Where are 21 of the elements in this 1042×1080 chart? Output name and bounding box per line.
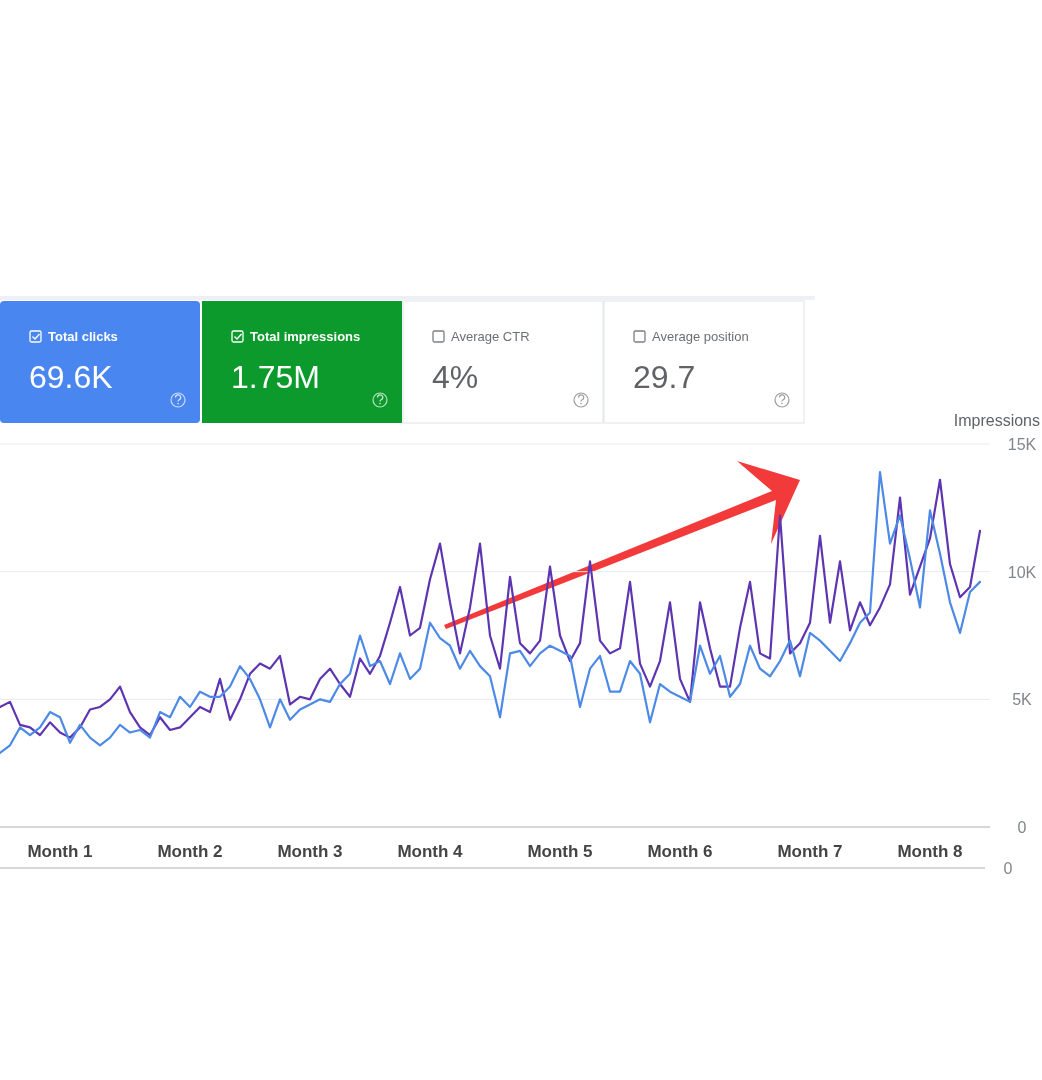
y-tick-label: 0	[1017, 819, 1027, 836]
text: Total clicks	[48, 329, 118, 344]
x-tick-label: Month 3	[277, 842, 343, 861]
y-tick-label: 10K	[1007, 563, 1037, 581]
y-axis-title: Impressions	[953, 412, 1040, 429]
text: 29.7	[633, 359, 696, 395]
y-tick-label: 5K	[1012, 691, 1033, 709]
x-tick-label: Month 6	[647, 842, 713, 861]
text: 69.6K	[29, 359, 113, 395]
x-tick-label: Month 2	[157, 842, 223, 861]
y-tick-label: 15K	[1007, 436, 1037, 453]
x-tick-label: Month 1	[27, 842, 93, 861]
x-tick-label: Month 5	[527, 842, 593, 861]
text: 4%	[432, 359, 479, 395]
x-tick-label: Month 8	[897, 842, 963, 861]
text: 1.75M	[231, 359, 320, 395]
x-tick-label: Month 7	[777, 842, 843, 861]
text: Total impressions	[250, 329, 361, 344]
text: Average position	[652, 329, 749, 344]
x-tick-label: Month 4	[397, 842, 464, 861]
text: Average CTR	[451, 329, 530, 344]
